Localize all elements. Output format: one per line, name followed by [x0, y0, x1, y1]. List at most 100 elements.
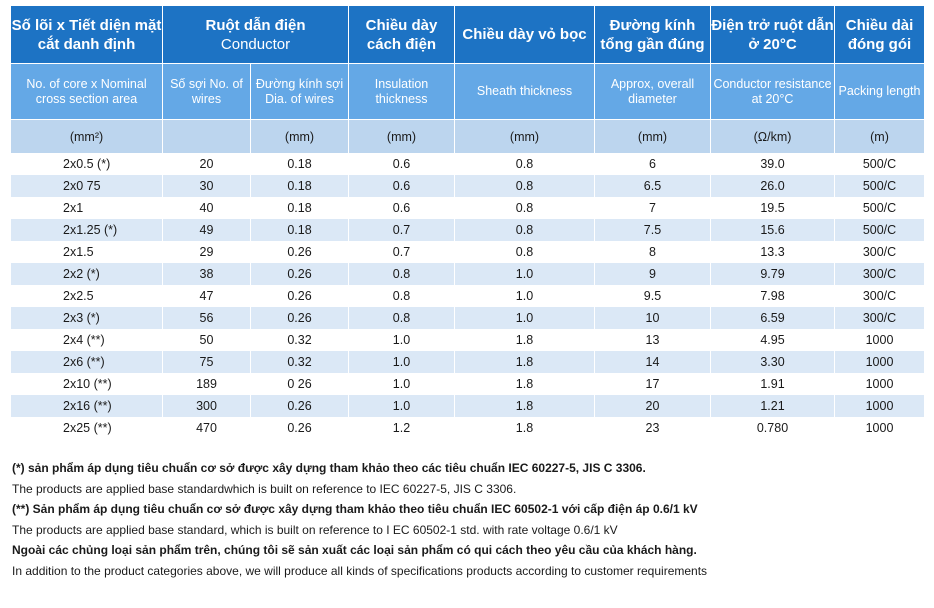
header-en-no-of-wires: Số sợi No. of wires: [162, 63, 251, 120]
table-cell: 0.26: [250, 285, 349, 307]
table-cell: 1.8: [454, 373, 595, 395]
table-cell: 300: [162, 395, 251, 417]
table-cell: 26.0: [710, 175, 835, 197]
table-cell: 75: [162, 351, 251, 373]
unit-cell: (mm): [348, 119, 455, 153]
table-cell: 6.59: [710, 307, 835, 329]
table-cell: 6.5: [594, 175, 711, 197]
header-en-packing-length: Packing length: [834, 63, 925, 120]
table-cell: 0.26: [250, 263, 349, 285]
table-cell: 0.8: [348, 285, 455, 307]
table-cell: 10: [594, 307, 711, 329]
table-cell: 0.780: [710, 417, 835, 439]
header-core-section: Số lõi x Tiết diện mặt cắt danh định: [10, 6, 163, 64]
table-cell: 2x25 (**): [10, 417, 163, 439]
unit-cell: (mm): [250, 119, 349, 153]
table-cell: 300/C: [834, 307, 925, 329]
table-cell: 2x4 (**): [10, 329, 163, 351]
table-cell: 2x10 (**): [10, 373, 163, 395]
unit-cell: [162, 119, 251, 153]
table-cell: 8: [594, 241, 711, 263]
table-cell: 2x1.25 (*): [10, 219, 163, 241]
table-cell: 0.6: [348, 153, 455, 175]
header-en-sheath: Sheath thickness: [454, 63, 595, 120]
table-cell: 7.5: [594, 219, 711, 241]
table-cell: 500/C: [834, 197, 925, 219]
unit-cell: (mm): [454, 119, 595, 153]
table-cell: 1.0: [348, 373, 455, 395]
header-en-resistance: Conductor resistance at 20°C: [710, 63, 835, 120]
header-insulation: Chiều dày cách điện: [348, 6, 455, 64]
unit-cell: (mm²): [10, 119, 163, 153]
table-cell: 47: [162, 285, 251, 307]
table-cell: 300/C: [834, 241, 925, 263]
table-cell: 500/C: [834, 219, 925, 241]
table-row: 2x0.5 (*) 20 0.18 0.6 0.8 6 39.0 500/C: [10, 153, 925, 175]
table-cell: 2x3 (*): [10, 307, 163, 329]
table-cell: 23: [594, 417, 711, 439]
table-cell: 19.5: [710, 197, 835, 219]
table-cell: 1.8: [454, 351, 595, 373]
table-cell: 1000: [834, 373, 925, 395]
table-cell: 9.5: [594, 285, 711, 307]
table-cell: 2x1: [10, 197, 163, 219]
table-cell: 2x1.5: [10, 241, 163, 263]
table-cell: 500/C: [834, 175, 925, 197]
table-cell: 1.8: [454, 417, 595, 439]
footnote-line: In addition to the product categories ab…: [12, 563, 708, 578]
unit-cell: (Ω/km): [710, 119, 835, 153]
table-cell: 4.95: [710, 329, 835, 351]
table-row: 2x1.5 29 0.26 0.7 0.8 8 13.3 300/C: [10, 241, 925, 263]
footnotes: (*) sản phẩm áp dụng tiêu chuẩn cơ sở đư…: [12, 458, 922, 581]
table-cell: 0.26: [250, 241, 349, 263]
table-cell: 1.0: [454, 307, 595, 329]
table-cell: 9.79: [710, 263, 835, 285]
footnote-line: Ngoài các chủng loại sản phẩm trên, chún…: [12, 543, 697, 557]
table-cell: 0.18: [250, 219, 349, 241]
header-packing-length: Chiều dài đóng gói: [834, 6, 925, 64]
table-cell: 300/C: [834, 285, 925, 307]
table-cell: 1000: [834, 351, 925, 373]
table-cell: 6: [594, 153, 711, 175]
table-cell: 1000: [834, 395, 925, 417]
table-cell: 0.7: [348, 219, 455, 241]
table-cell: 2x16 (**): [10, 395, 163, 417]
table-row: 2x10 (**) 189 0 26 1.0 1.8 17 1.91 1000: [10, 373, 925, 395]
cable-spec-table: Số lõi x Tiết diện mặt cắt danh định Ruộ…: [10, 6, 925, 439]
table-cell: 0.8: [454, 197, 595, 219]
table-row: 2x1.25 (*) 49 0.18 0.7 0.8 7.5 15.6 500/C: [10, 219, 925, 241]
table-row: 2x16 (**) 300 0.26 1.0 1.8 20 1.21 1000: [10, 395, 925, 417]
spec-table-body: 2x0.5 (*) 20 0.18 0.6 0.8 6 39.0 500/C 2x0 75 30 0…: [10, 153, 925, 439]
table-cell: 1.21: [710, 395, 835, 417]
unit-cell: (mm): [594, 119, 711, 153]
table-cell: 29: [162, 241, 251, 263]
table-cell: 15.6: [710, 219, 835, 241]
units-row: (mm²) (mm) (mm) (mm) (mm) (Ω/km) (m): [10, 119, 925, 153]
table-cell: 9: [594, 263, 711, 285]
header-en-overall-diameter: Approx, overall diameter: [594, 63, 711, 120]
table-row: 2x0 75 30 0.18 0.6 0.8 6.5 26.0 500/C: [10, 175, 925, 197]
table-cell: 30: [162, 175, 251, 197]
table-row: 2x6 (**) 75 0.32 1.0 1.8 14 3.30 1000: [10, 351, 925, 373]
table-cell: 7.98: [710, 285, 835, 307]
table-cell: 0.26: [250, 417, 349, 439]
table-cell: 1.0: [454, 263, 595, 285]
table-cell: 56: [162, 307, 251, 329]
table-cell: 3.30: [710, 351, 835, 373]
table-cell: 0.8: [454, 219, 595, 241]
table-cell: 1.0: [454, 285, 595, 307]
table-cell: 0.26: [250, 307, 349, 329]
table-cell: 40: [162, 197, 251, 219]
table-row: 2x25 (**) 470 0.26 1.2 1.8 23 0.780 1000: [10, 417, 925, 439]
header-resistance: Điện trở ruột dẫn ở 20°C: [710, 6, 835, 64]
table-cell: 0 26: [250, 373, 349, 395]
table-cell: 7: [594, 197, 711, 219]
table-row: 2x1 40 0.18 0.6 0.8 7 19.5 500/C: [10, 197, 925, 219]
table-row: 2x2.5 47 0.26 0.8 1.0 9.5 7.98 300/C: [10, 285, 925, 307]
header-sheath: Chiều dày vỏ bọc: [454, 6, 595, 64]
table-cell: 0.8: [454, 241, 595, 263]
table-cell: 2x0.5 (*): [10, 153, 163, 175]
footnote-line: The products are applied base standard, …: [12, 522, 618, 537]
table-row: 2x4 (**) 50 0.32 1.0 1.8 13 4.95 1000: [10, 329, 925, 351]
table-cell: 2x2 (*): [10, 263, 163, 285]
